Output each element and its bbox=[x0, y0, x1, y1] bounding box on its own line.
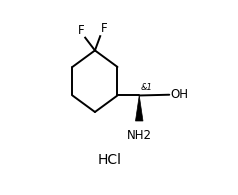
Text: NH2: NH2 bbox=[127, 129, 152, 142]
Text: &1: &1 bbox=[141, 83, 153, 92]
Text: HCl: HCl bbox=[98, 153, 122, 167]
Text: F: F bbox=[101, 22, 108, 35]
Text: F: F bbox=[78, 24, 84, 37]
Text: OH: OH bbox=[171, 88, 189, 101]
Polygon shape bbox=[135, 96, 143, 121]
